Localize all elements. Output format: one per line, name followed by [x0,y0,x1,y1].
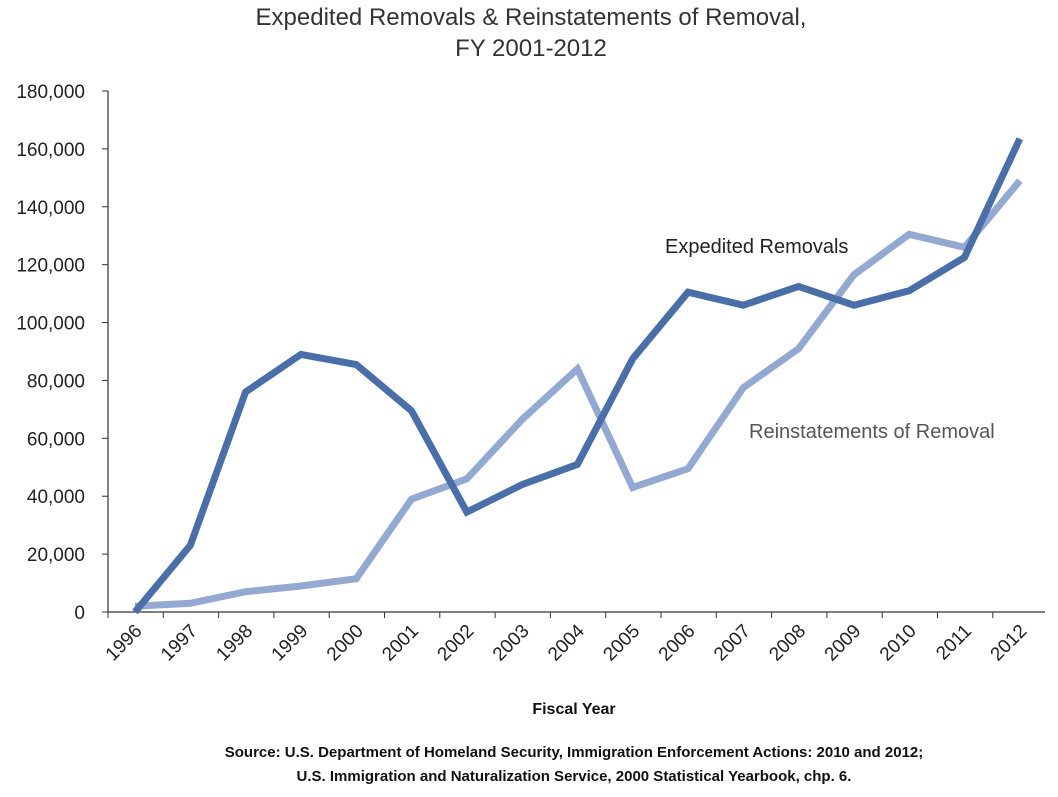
series-label-reinstatements-of-removal: Reinstatements of Removal [749,421,995,443]
data-point [798,348,800,350]
y-tick-label: 80,000 [27,371,85,392]
x-tick-label: 1996 [102,621,147,666]
data-point [964,256,965,258]
x-axis-label: Fiscal Year [532,701,615,718]
series-labels: Expedited Removals Reinstatements of Remo… [665,236,995,443]
data-point [411,498,412,500]
y-tick-label: 100,000 [16,314,85,335]
x-tick-label: 2003 [489,621,534,666]
data-point [687,291,689,293]
series-line-reinstatements-of-removal [134,178,1023,610]
x-tick-label: 2008 [765,621,810,666]
data-point [908,233,910,235]
data-point [355,364,357,366]
data-point [853,304,855,306]
data-point [300,585,302,587]
chart-title-line-2: FY 2001-2012 [455,35,607,62]
data-point [742,387,744,389]
x-tick-label: 1998 [212,621,257,666]
source-line-1: Source: U.S. Department of Homeland Secu… [225,744,924,761]
x-tick-label: 1997 [157,621,202,666]
x-tick-label: 2006 [655,621,700,666]
y-tick-label: 20,000 [27,545,85,566]
y-tick-label: 140,000 [16,198,85,219]
data-point [742,304,744,306]
data-point [632,487,634,489]
data-point [853,274,855,276]
data-point [908,290,910,292]
y-tick-label: 160,000 [16,140,85,161]
x-tick-label: 2000 [323,621,368,666]
x-tick-label: 1999 [268,621,313,666]
x-tick-label: 2009 [821,621,866,666]
data-point [355,578,357,580]
data-point [687,468,689,470]
data-point [466,511,468,513]
x-tick-label: 2011 [932,621,976,665]
y-tick-label: 120,000 [16,256,85,277]
x-tick-label: 2007 [710,621,755,666]
x-tick-label: 2001 [378,621,423,666]
data-point [521,484,523,486]
data-point [1019,180,1021,182]
data-point [134,611,136,613]
axes: 0 20,000 40,000 60,000 80,000 100,000 120,000 1… [16,82,1045,665]
series-lines [132,137,1023,615]
x-tick-label: 2005 [599,621,644,666]
data-point [632,358,634,360]
data-point [576,463,578,465]
x-tick-label: 2012 [987,621,1032,666]
data-point [521,419,523,421]
data-point [1019,138,1021,140]
data-point [466,478,468,480]
series-label-expedited-removals: Expedited Removals [665,236,848,258]
x-tick-label: 2002 [434,621,479,666]
data-point [189,544,191,546]
data-point [300,353,302,355]
data-point [576,368,578,370]
y-tick-label: 60,000 [27,429,85,450]
x-tick-label: 2004 [544,620,589,665]
chart-title-line-1: Expedited Removals & Reinstatements of R… [256,4,807,31]
data-point [245,591,247,593]
y-tick-label: 0 [74,603,85,624]
x-tick-label: 2010 [876,621,921,666]
y-tick-label: 180,000 [16,82,85,103]
data-point [798,285,800,287]
source-line-2: U.S. Immigration and Naturalization Serv… [297,768,852,785]
y-tick-label: 40,000 [27,487,85,508]
data-point [964,246,965,248]
data-point [189,602,191,604]
data-point [411,410,412,412]
data-point [245,391,247,393]
